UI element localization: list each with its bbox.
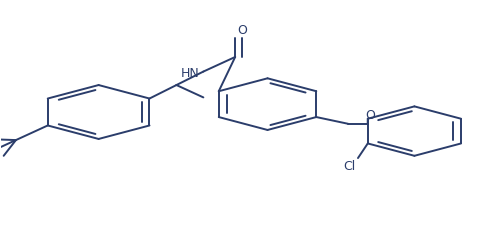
Text: Cl: Cl bbox=[343, 160, 355, 172]
Text: O: O bbox=[365, 109, 375, 122]
Text: HN: HN bbox=[181, 67, 199, 80]
Text: O: O bbox=[238, 24, 247, 37]
